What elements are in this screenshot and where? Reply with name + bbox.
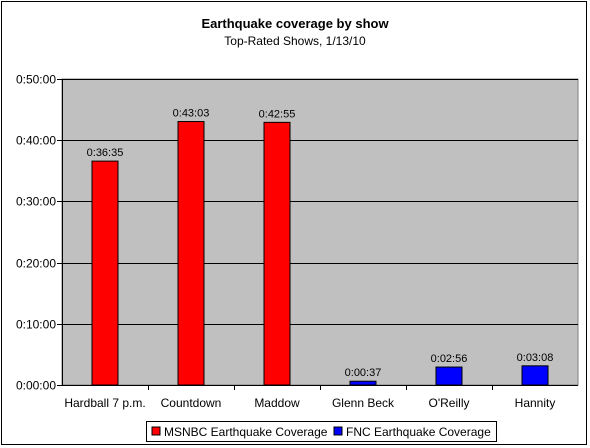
bar xyxy=(521,365,549,386)
y-tick-label: 0:40:00 xyxy=(16,134,56,148)
legend-box xyxy=(146,421,497,442)
legend-swatch xyxy=(333,426,343,436)
x-tick-label: Hardball 7 p.m. xyxy=(64,396,145,410)
x-tick-label: Glenn Beck xyxy=(332,396,395,410)
bar xyxy=(435,366,463,386)
axes xyxy=(57,79,578,390)
y-tick-label: 0:00:00 xyxy=(16,379,56,393)
legend-swatch xyxy=(151,426,161,436)
plot-area xyxy=(61,78,579,386)
data-labels: 0:36:35 0:43:03 0:42:55 0:00:37 0:02:56 0:03:… xyxy=(87,108,554,380)
data-label: 0:00:37 xyxy=(345,367,382,379)
y-tick-label: 0:20:00 xyxy=(16,257,56,271)
data-label: 0:03:08 xyxy=(517,352,554,364)
bar xyxy=(91,160,119,386)
x-tick-label: Maddow xyxy=(254,396,300,410)
x-tick-label: O'Reilly xyxy=(429,396,470,410)
x-tick-label: Hannity xyxy=(515,396,556,410)
data-label: 0:43:03 xyxy=(173,108,210,120)
bar xyxy=(177,121,205,386)
bar xyxy=(263,121,291,386)
legend-label: MSNBC Earthquake Coverage xyxy=(164,425,328,439)
x-axis-ticks: Hardball 7 p.m. Countdown Maddow Glenn Beck… xyxy=(64,396,555,410)
y-axis-ticks: 0:00:00 0:10:00 0:20:00 0:30:00 0:40:00 0:50:… xyxy=(16,73,56,393)
y-tick-label: 0:10:00 xyxy=(16,318,56,332)
y-tick-label: 0:50:00 xyxy=(16,73,56,87)
chart-subtitle: Top-Rated Shows, 1/13/10 xyxy=(224,34,366,48)
data-label: 0:42:55 xyxy=(259,108,296,120)
y-tick-label: 0:30:00 xyxy=(16,195,56,209)
legend-label: FNC Earthquake Coverage xyxy=(346,425,491,439)
grid-lines xyxy=(62,79,578,325)
chart-title: Earthquake coverage by show xyxy=(201,16,389,31)
legend: MSNBC Earthquake Coverage FNC Earthquake … xyxy=(146,421,497,442)
bars xyxy=(91,121,549,386)
data-label: 0:36:35 xyxy=(87,147,124,159)
data-label: 0:02:56 xyxy=(431,353,468,365)
bar xyxy=(349,380,377,386)
x-tick-label: Countdown xyxy=(161,396,222,410)
